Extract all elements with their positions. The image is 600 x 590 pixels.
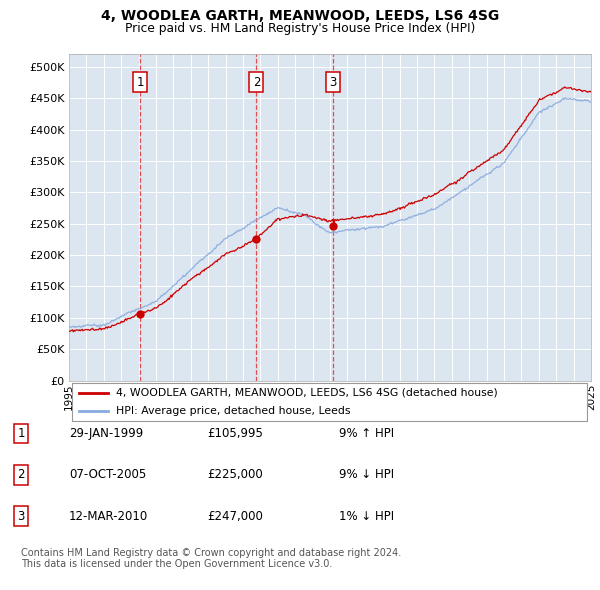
- Text: 4, WOODLEA GARTH, MEANWOOD, LEEDS, LS6 4SG: 4, WOODLEA GARTH, MEANWOOD, LEEDS, LS6 4…: [101, 9, 499, 23]
- Text: Price paid vs. HM Land Registry's House Price Index (HPI): Price paid vs. HM Land Registry's House …: [125, 22, 475, 35]
- FancyBboxPatch shape: [71, 383, 587, 421]
- Text: 07-OCT-2005: 07-OCT-2005: [69, 468, 146, 481]
- Text: 2: 2: [17, 468, 25, 481]
- Text: Contains HM Land Registry data © Crown copyright and database right 2024.
This d: Contains HM Land Registry data © Crown c…: [21, 548, 401, 569]
- Text: £105,995: £105,995: [207, 427, 263, 440]
- Text: 1% ↓ HPI: 1% ↓ HPI: [339, 510, 394, 523]
- Text: 12-MAR-2010: 12-MAR-2010: [69, 510, 148, 523]
- Text: 1: 1: [17, 427, 25, 440]
- Text: 4, WOODLEA GARTH, MEANWOOD, LEEDS, LS6 4SG (detached house): 4, WOODLEA GARTH, MEANWOOD, LEEDS, LS6 4…: [116, 388, 498, 398]
- Text: 29-JAN-1999: 29-JAN-1999: [69, 427, 143, 440]
- Text: 1: 1: [136, 76, 144, 88]
- Text: £247,000: £247,000: [207, 510, 263, 523]
- Text: 9% ↑ HPI: 9% ↑ HPI: [339, 427, 394, 440]
- Text: 3: 3: [17, 510, 25, 523]
- Text: 3: 3: [329, 76, 337, 88]
- Text: 2: 2: [253, 76, 260, 88]
- Text: 9% ↓ HPI: 9% ↓ HPI: [339, 468, 394, 481]
- Text: HPI: Average price, detached house, Leeds: HPI: Average price, detached house, Leed…: [116, 406, 350, 416]
- Text: £225,000: £225,000: [207, 468, 263, 481]
